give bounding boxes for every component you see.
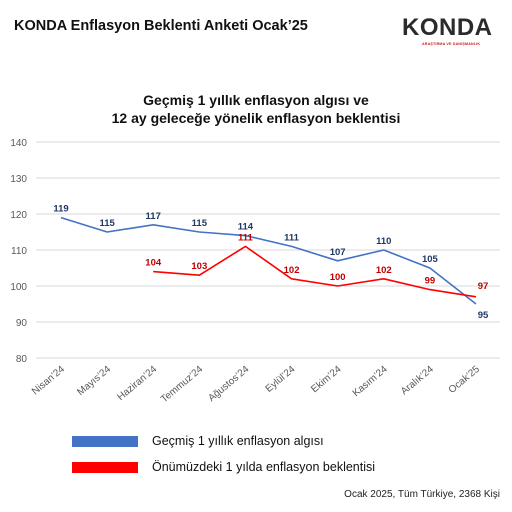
x-tick-label: Temmuz’24 — [159, 364, 206, 406]
legend-swatch-past — [72, 435, 138, 447]
series-line-future — [153, 245, 477, 298]
x-tick-label: Ocak’25 — [447, 364, 483, 396]
data-label-past: 117 — [146, 211, 161, 222]
data-label-past: 114 — [238, 222, 254, 233]
y-tick-label: 130 — [10, 174, 27, 185]
series-line-past — [60, 216, 477, 305]
legend-item-future: Önümüzdeki 1 yılda enflasyon beklentisi — [72, 459, 375, 475]
data-label-future: 103 — [191, 261, 207, 272]
x-tick-label: Haziran’24 — [115, 364, 159, 403]
data-label-future: 102 — [376, 265, 392, 276]
legend-label-past: Geçmiş 1 yıllık enflasyon algısı — [152, 434, 324, 448]
x-tick-label: Ağustos’24 — [206, 364, 251, 405]
legend-label-future: Önümüzdeki 1 yılda enflasyon beklentisi — [152, 460, 376, 474]
x-tick-label: Kasım’24 — [351, 364, 390, 400]
legend-swatch-future — [72, 461, 138, 473]
y-tick-label: 140 — [10, 138, 27, 149]
logo-subtext: ARAŞTIRMA VE DANIŞMANLIK — [422, 42, 481, 46]
footer-note: Ocak 2025, Tüm Türkiye, 2368 Kişi — [344, 489, 500, 500]
y-tick-label: 90 — [16, 318, 28, 329]
x-tick-label: Aralık’24 — [399, 364, 436, 398]
chart-title-line-2: 12 ay geleceğe yönelik enflasyon beklent… — [111, 110, 401, 126]
data-label-past: 115 — [192, 218, 208, 229]
legend-item-past: Geçmiş 1 yıllık enflasyon algısı — [72, 433, 324, 449]
data-label-future: 102 — [284, 265, 300, 276]
data-label-past: 119 — [53, 204, 68, 215]
chart-title-line-1: Geçmiş 1 yıllık enflasyon algısı ve — [143, 92, 369, 108]
data-label-future: 111 — [238, 232, 254, 243]
x-tick-label: Nisan’24 — [30, 364, 67, 398]
konda-logo: KONDA ARAŞTIRMA VE DANIŞMANLIK — [402, 14, 498, 50]
page-title: KONDA Enflasyon Beklenti Anketi Ocak’25 — [14, 18, 308, 34]
data-label-past: 95 — [478, 310, 489, 321]
data-label-future: 99 — [425, 276, 436, 287]
y-tick-label: 80 — [16, 354, 28, 365]
data-label-past: 115 — [99, 218, 115, 229]
logo-wordmark: KONDA — [402, 14, 493, 41]
data-label-future: 100 — [330, 272, 346, 283]
data-label-past: 107 — [330, 247, 346, 258]
x-tick-label: Ekim’24 — [309, 364, 344, 396]
data-label-past: 111 — [284, 232, 300, 243]
data-label-future: 104 — [145, 258, 162, 269]
data-label-future: 97 — [478, 281, 489, 292]
x-tick-label: Mayıs’24 — [75, 364, 113, 398]
y-tick-label: 120 — [10, 210, 27, 221]
y-tick-label: 110 — [11, 246, 27, 257]
data-label-past: 105 — [422, 254, 439, 265]
y-tick-label: 100 — [10, 282, 27, 293]
x-tick-label: Eylül’24 — [264, 364, 298, 395]
data-label-past: 110 — [376, 236, 391, 247]
